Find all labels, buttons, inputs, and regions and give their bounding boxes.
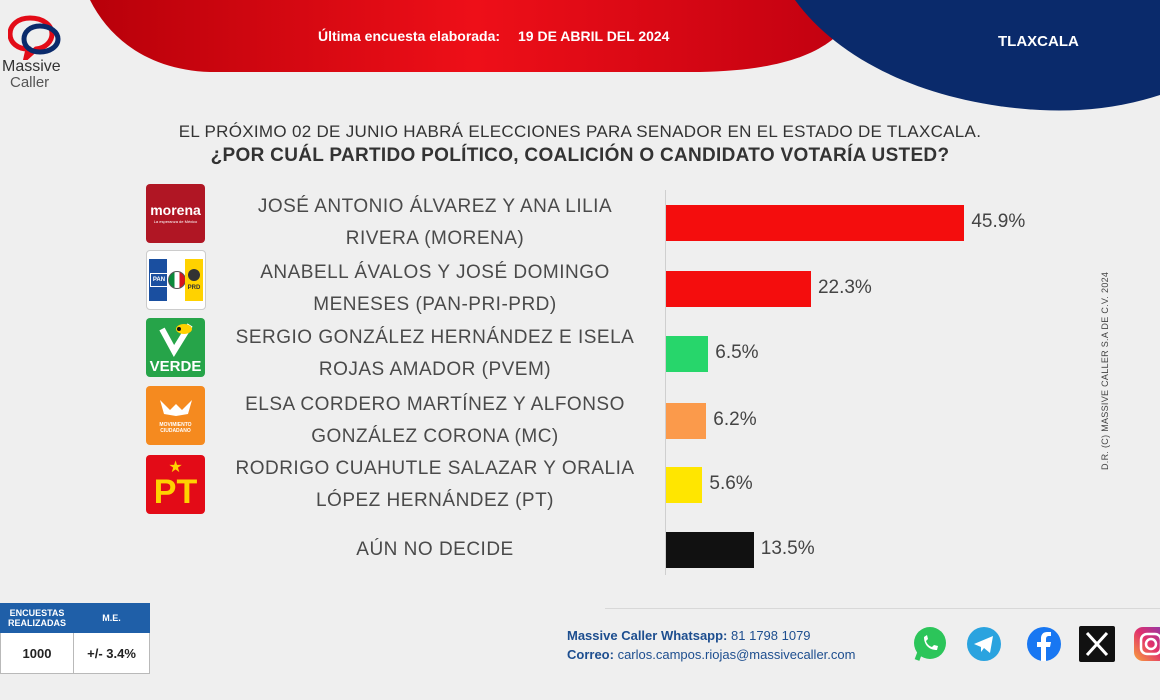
x-icon[interactable]: [1078, 625, 1116, 663]
telegram-icon[interactable]: [965, 625, 1003, 663]
category-label-line: RIVERA (MORENA): [345, 228, 525, 249]
bar: [666, 271, 811, 307]
pan-logo-text: PAN: [150, 273, 168, 287]
category-label: JOSÉ ANTONIO ÁLVAREZ Y ANA LILIA RIVERA (…: [230, 191, 640, 255]
pt-logo: ★ PT: [146, 455, 205, 514]
category-label: AÚN NO DECIDE: [230, 534, 640, 566]
morena-logo-text: morena: [150, 202, 201, 218]
value-label: 6.2%: [713, 409, 757, 430]
mc-logo: MOVIMIENTO CIUDADANO: [146, 386, 205, 445]
value-label: 22.3%: [817, 277, 872, 298]
verde-logo: VERDE: [146, 318, 205, 377]
category-label-line: ANABELL ÁVALOS Y JOSÉ DOMINGO: [260, 262, 610, 283]
email-address[interactable]: carlos.campos.riojas@massivecaller.com: [617, 647, 856, 662]
whatsapp-number[interactable]: 81 1798 1079: [731, 628, 811, 643]
category-label: ELSA CORDERO MARTÍNEZ Y ALFONSO GONZÁLEZ …: [230, 389, 640, 453]
category-label-line: GONZÁLEZ CORONA (MC): [311, 426, 559, 447]
whatsapp-label: Massive Caller Whatsapp:: [567, 628, 728, 643]
bar: [666, 532, 754, 568]
margin-error-header: M.E.: [73, 603, 150, 633]
chart-axis-line: [665, 190, 666, 575]
category-label-line: AÚN NO DECIDE: [356, 539, 514, 560]
category-label-line: SERGIO GONZÁLEZ HERNÁNDEZ E ISELA: [235, 327, 635, 348]
pan-logo: PAN: [149, 259, 168, 301]
whatsapp-contact: Massive Caller Whatsapp: 81 1798 1079: [567, 628, 811, 643]
prd-logo-text: PRD: [187, 285, 201, 291]
footer-divider: [605, 608, 1160, 609]
mc-logo-line2: CIUDADANO: [160, 428, 191, 434]
brand-name: Massive: [2, 58, 61, 75]
massive-caller-logo-icon: [8, 15, 61, 60]
instagram-icon[interactable]: [1132, 625, 1160, 663]
bar: [666, 205, 965, 241]
category-label: SERGIO GONZÁLEZ HERNÁNDEZ E ISELA ROJAS A…: [230, 322, 640, 386]
category-label-line: JOSÉ ANTONIO ÁLVAREZ Y ANA LILIA: [257, 196, 613, 217]
value-label: 13.5%: [760, 538, 815, 559]
eagle-icon: [160, 400, 192, 416]
star-icon: ★: [168, 459, 183, 476]
category-label-line: RODRIGO CUAHUTLE SALAZAR Y ORALIA: [235, 458, 635, 479]
pri-logo: [167, 259, 186, 301]
category-label-line: ROJAS AMADOR (PVEM): [318, 359, 552, 380]
bar: [666, 467, 703, 503]
surveys-header: ENCUESTAS REALIZADAS: [0, 603, 74, 633]
brand-subname: Caller: [10, 74, 50, 91]
verde-logo-text: VERDE: [149, 358, 202, 375]
header-blue-shape: [795, 0, 1160, 111]
bar: [666, 403, 707, 439]
morena-logo: morena La esperanza de México: [146, 184, 205, 243]
category-label-line: MENESES (PAN-PRI-PRD): [313, 294, 557, 315]
copyright-note: D.R. (C) MASSIVE CALLER S.A DE C.V. 2024: [1100, 271, 1110, 470]
bar: [666, 336, 709, 372]
category-label: RODRIGO CUAHUTLE SALAZAR Y ORALIA LÓPEZ H…: [230, 453, 640, 517]
toucan-icon: [159, 323, 193, 357]
email-label: Correo:: [567, 647, 614, 662]
pt-logo-text: PT: [153, 473, 198, 511]
value-label: 5.6%: [709, 473, 753, 494]
question-line-2: ¿POR CUÁL PARTIDO POLÍTICO, COALICIÓN O …: [210, 145, 950, 166]
header-banner: [90, 0, 1160, 111]
question-line-1: EL PRÓXIMO 02 DE JUNIO HABRÁ ELECCIONES …: [178, 122, 982, 141]
state-name: TLAXCALA: [998, 33, 1079, 50]
prd-logo: PRD: [185, 259, 203, 301]
surveys-count: 1000: [0, 632, 74, 674]
whatsapp-icon[interactable]: [911, 625, 949, 663]
category-label-line: ELSA CORDERO MARTÍNEZ Y ALFONSO: [245, 394, 625, 415]
value-label: 6.5%: [715, 342, 759, 363]
mc-logo-line1: MOVIMIENTO: [159, 422, 192, 428]
margin-error-value: +/- 3.4%: [73, 632, 150, 674]
morena-logo-tagline: La esperanza de México: [153, 219, 198, 224]
facebook-icon[interactable]: [1025, 625, 1063, 663]
category-label: ANABELL ÁVALOS Y JOSÉ DOMINGO MENESES (PA…: [230, 257, 640, 321]
survey-stats-table: ENCUESTAS REALIZADAS M.E. 1000 +/- 3.4%: [0, 603, 150, 674]
email-contact: Correo: carlos.campos.riojas@massivecall…: [567, 647, 855, 662]
value-label: 45.9%: [971, 211, 1026, 232]
header-red-shape: [90, 0, 860, 72]
pan-pri-prd-logo: PAN PRD: [146, 250, 206, 310]
survey-date-label: Última encuesta elaborada:: [318, 28, 501, 44]
survey-date: 19 DE ABRIL DEL 2024: [518, 28, 670, 44]
category-label-line: LÓPEZ HERNÁNDEZ (PT): [315, 490, 555, 511]
